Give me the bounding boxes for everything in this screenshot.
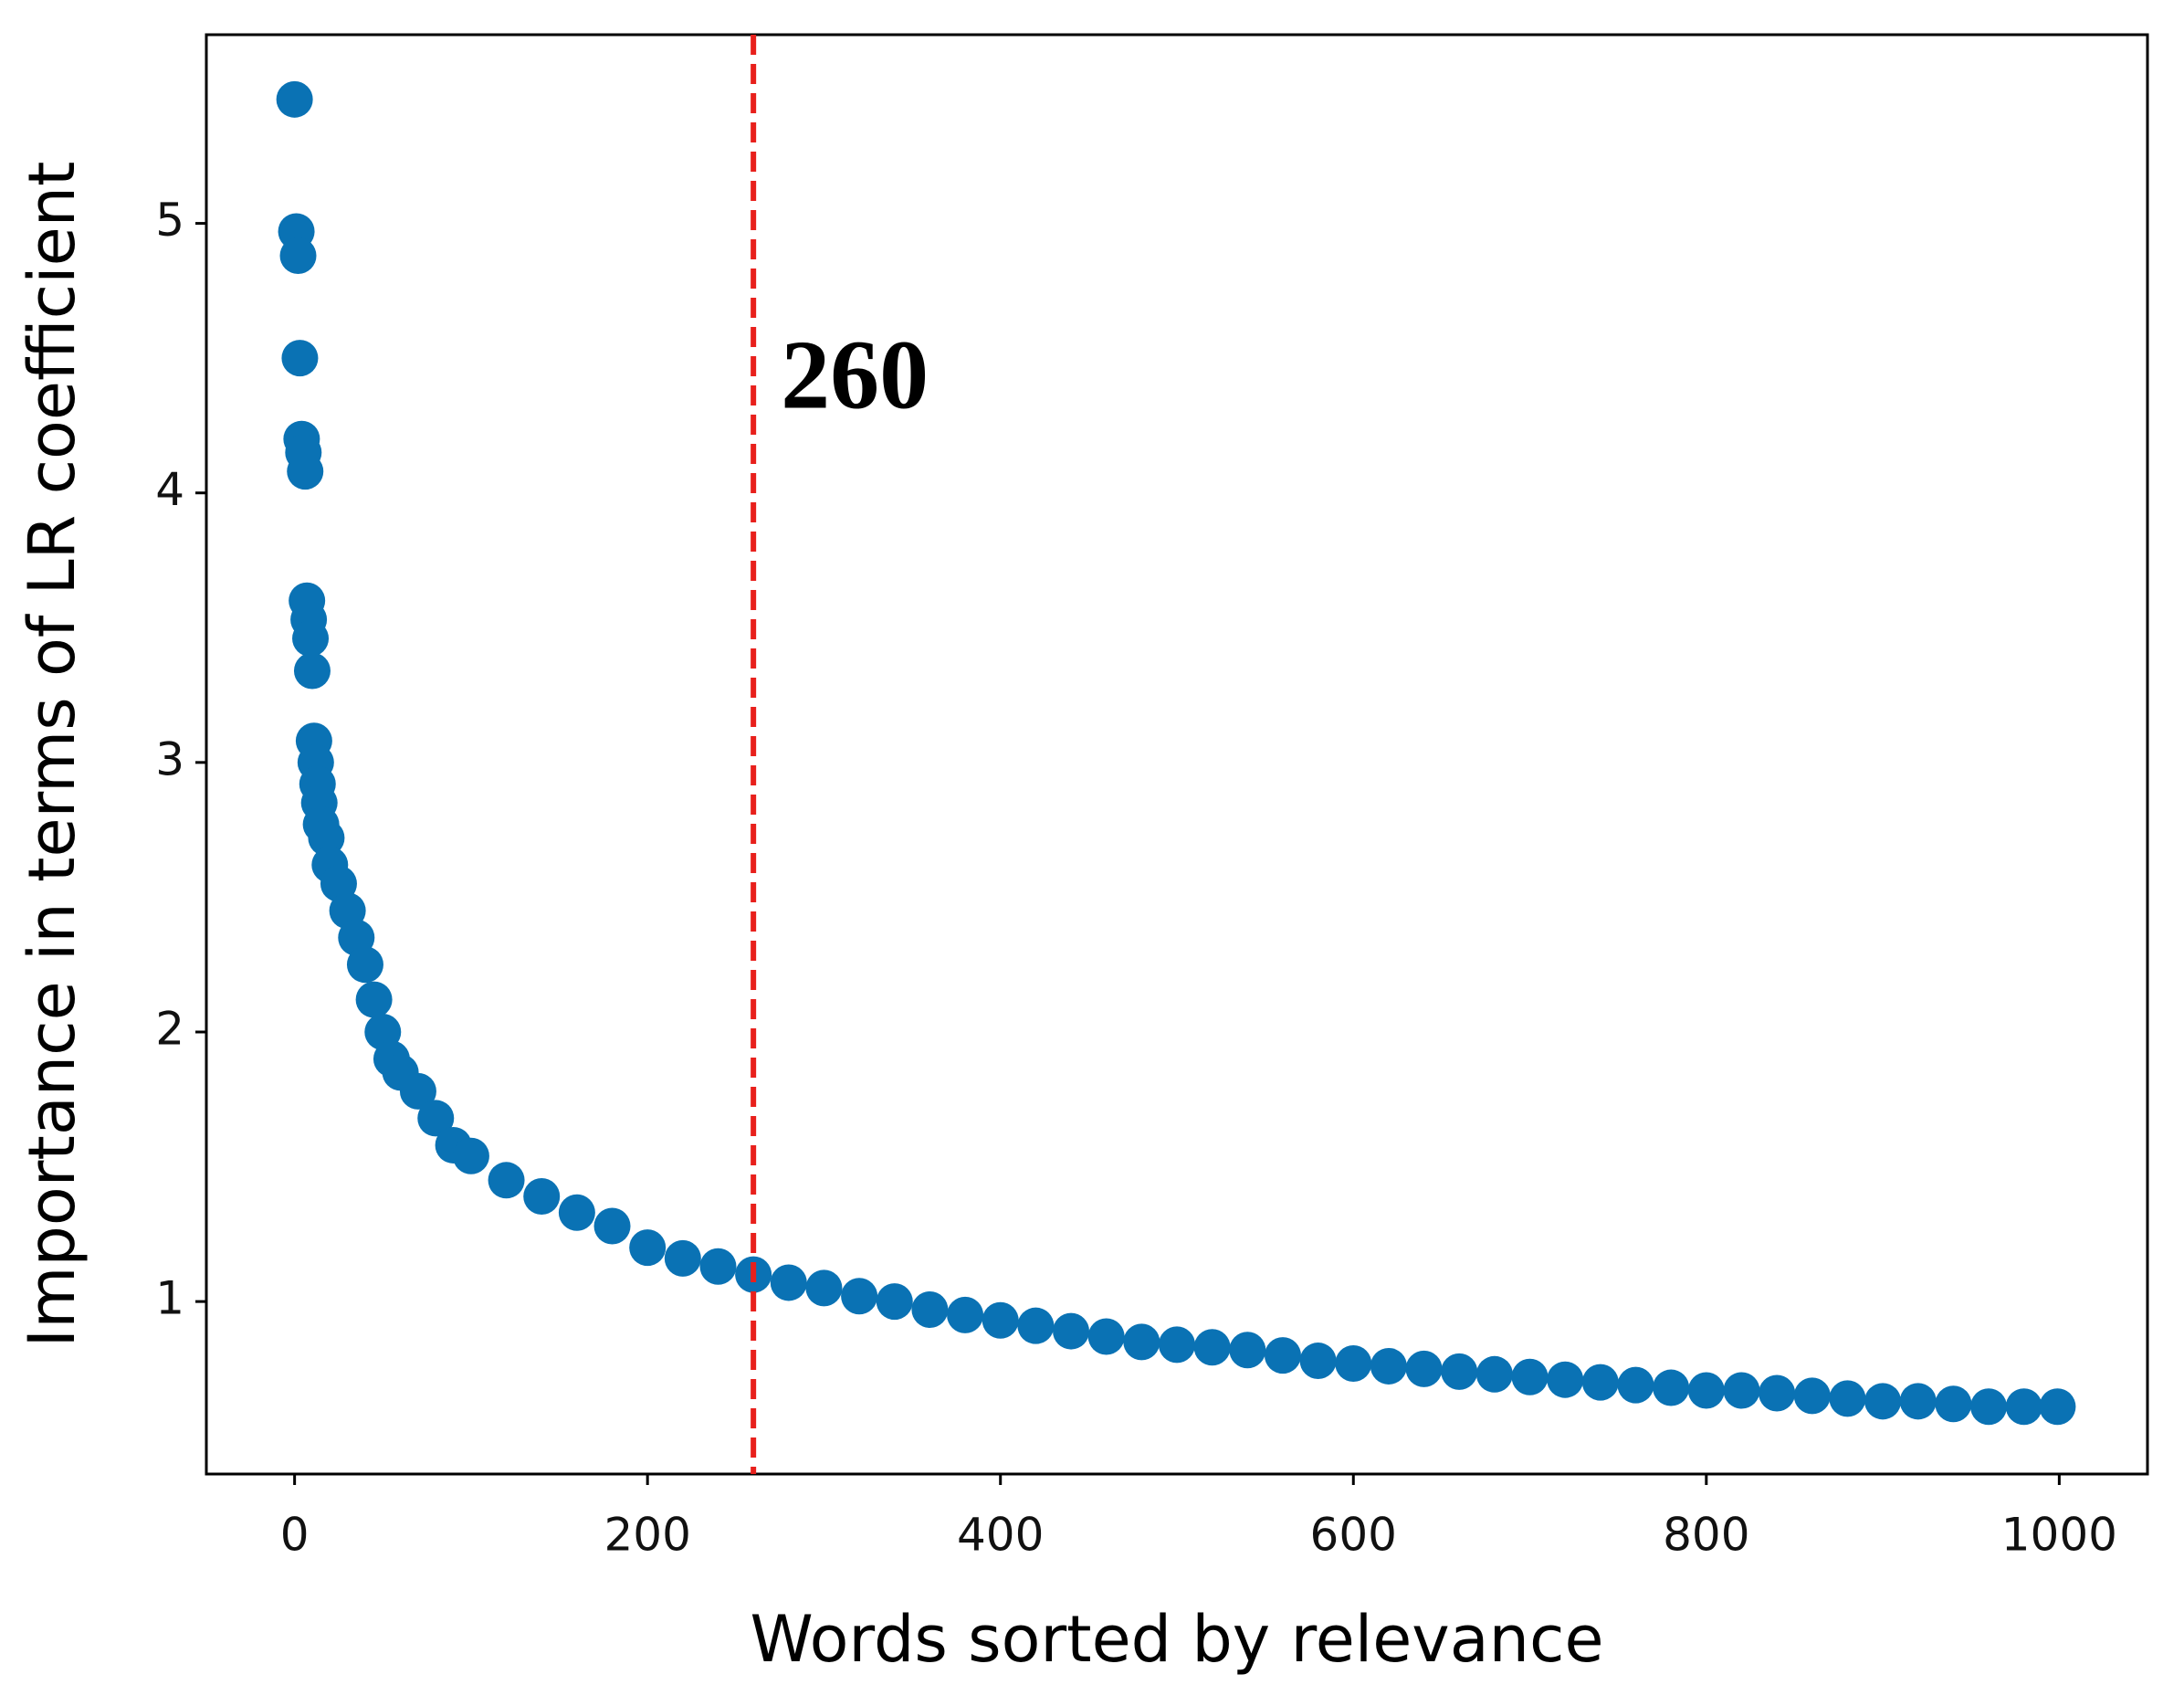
point (1864, 1383, 1902, 1420)
point (1193, 1329, 1231, 1366)
point (1405, 1350, 1443, 1387)
point (1159, 1326, 1195, 1364)
plot-area (276, 80, 2076, 1426)
point (1970, 1388, 2008, 1426)
axes-frame (205, 33, 2149, 1476)
point (770, 1264, 807, 1301)
point (629, 1229, 667, 1267)
x-tick-label: 0 (280, 1509, 310, 1562)
point (1653, 1369, 1690, 1406)
point (876, 1283, 913, 1321)
point (1053, 1312, 1090, 1350)
point (1511, 1358, 1549, 1395)
point (841, 1278, 878, 1315)
x-tick-label: 800 (1663, 1509, 1749, 1562)
point (399, 1072, 436, 1110)
point (1123, 1323, 1160, 1361)
point (1723, 1372, 1760, 1409)
point (293, 652, 331, 690)
x-tick-label: 400 (957, 1509, 1044, 1562)
point (911, 1290, 949, 1328)
point (1017, 1307, 1055, 1344)
point (452, 1137, 489, 1174)
point (488, 1162, 525, 1199)
point (1441, 1353, 1478, 1390)
point (2039, 1388, 2076, 1426)
point (1829, 1380, 1866, 1417)
y-tick-label: 1 (155, 1272, 184, 1325)
point (308, 819, 345, 857)
point (1759, 1374, 1796, 1412)
point (346, 946, 383, 984)
point (947, 1296, 984, 1333)
x-tick-label: 1000 (2001, 1509, 2117, 1562)
point (805, 1269, 843, 1307)
point (982, 1301, 1019, 1339)
point (1335, 1344, 1372, 1382)
point (1793, 1377, 1831, 1415)
point (287, 453, 324, 490)
point (1299, 1343, 1337, 1380)
x-axis-label: Words sorted by relevance (750, 1602, 1603, 1677)
point (281, 340, 319, 377)
y-tick-label: 3 (155, 732, 184, 785)
y-tick-label: 4 (155, 463, 184, 516)
point (558, 1194, 595, 1231)
point (1087, 1318, 1125, 1355)
point (276, 80, 313, 118)
point (523, 1178, 561, 1216)
point (593, 1207, 631, 1245)
point (1370, 1347, 1407, 1385)
point (1899, 1383, 1937, 1420)
point (2005, 1388, 2042, 1426)
x-tick-label: 200 (604, 1509, 690, 1562)
point (1581, 1364, 1619, 1401)
point (1617, 1366, 1654, 1404)
point (1475, 1355, 1513, 1393)
point (1547, 1361, 1584, 1398)
point (292, 620, 330, 658)
point (1264, 1337, 1301, 1374)
point (664, 1239, 701, 1277)
point (355, 981, 393, 1018)
point (279, 237, 317, 275)
x-tick-label: 600 (1310, 1509, 1397, 1562)
y-axis-label: Importance in terms of LR coefficient (15, 162, 89, 1348)
y-tick-label: 2 (155, 1002, 184, 1055)
point (1687, 1372, 1725, 1409)
point (1935, 1385, 1972, 1423)
annotation: 260 (781, 321, 929, 429)
point (417, 1100, 455, 1137)
y-tick-label: 5 (155, 194, 184, 247)
point (699, 1248, 737, 1285)
point (1229, 1332, 1266, 1369)
